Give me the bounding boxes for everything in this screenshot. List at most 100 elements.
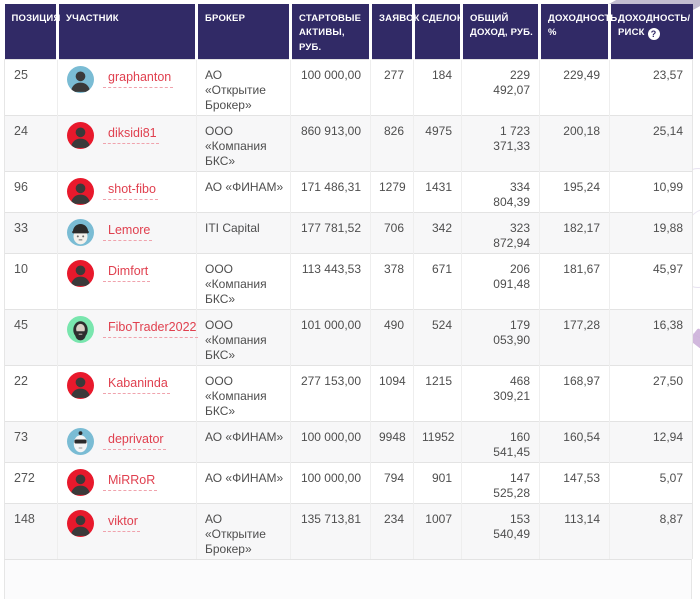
avatar-robot-blue-icon[interactable]	[67, 427, 94, 455]
cell-total_income: 468 309,21	[461, 364, 540, 422]
column-header-label: ЗАЯВОК	[379, 13, 420, 24]
cell-broker: ООО «Компания БКС»	[196, 252, 291, 310]
cell-start_assets: 100 000,00	[290, 461, 371, 504]
column-header-broker[interactable]: БРОКЕР	[195, 4, 291, 60]
participants-table: ПОЗИЦИЯ УЧАСТНИК БРОКЕР СТАРТОВЫЕ АКТИВЫ, Р…	[4, 4, 693, 559]
cell-yield_risk: 16,38	[609, 308, 693, 366]
avatar-person-red-icon[interactable]	[67, 177, 94, 205]
cell-position: 25	[4, 58, 58, 116]
cell-yield_pct: 195,24	[539, 170, 610, 213]
cell-total_income: 206 091,48	[461, 252, 540, 310]
column-header-yield_risk[interactable]: ДОХОДНОСТЬ/ РИСК?	[608, 4, 693, 60]
cell-trades: 524	[413, 308, 462, 366]
avatar-person-beard-green-icon[interactable]	[67, 315, 94, 343]
cell-participant: shot-fibo	[57, 170, 197, 213]
participant-link[interactable]: Lemore	[103, 223, 153, 242]
participant-link[interactable]: Dimfort	[103, 264, 151, 283]
cell-broker: ООО «Компания БКС»	[196, 308, 291, 366]
cell-position: 148	[4, 502, 58, 559]
column-header-orders[interactable]: ЗАЯВОК	[369, 4, 419, 60]
column-header-total_income[interactable]: ОБЩИЙ ДОХОД, РУБ.	[460, 4, 540, 60]
cell-start_assets: 135 713,81	[290, 502, 371, 559]
cell-broker: АО «Открытие Брокер»	[196, 502, 291, 559]
column-header-trades[interactable]: СДЕЛОК	[412, 4, 463, 60]
cell-position: 45	[4, 308, 58, 366]
avatar-person-red-icon[interactable]	[67, 259, 94, 287]
cell-yield_pct: 200,18	[539, 114, 610, 172]
cell-broker: АО «Открытие Брокер»	[196, 58, 291, 116]
cell-participant: FiboTrader2022	[57, 308, 199, 366]
avatar-person-red-icon[interactable]	[67, 509, 94, 537]
cell-position: 22	[4, 364, 58, 422]
participant-link[interactable]: Kabaninda	[103, 376, 170, 395]
cell-total_income: 147 525,28	[461, 461, 540, 504]
cell-orders: 277	[370, 58, 414, 116]
cell-yield_pct: 177,28	[539, 308, 610, 366]
cell-position: 33	[4, 211, 58, 254]
avatar-person-red-icon[interactable]	[67, 121, 94, 149]
table-header: ПОЗИЦИЯ УЧАСТНИК БРОКЕР СТАРТОВЫЕ АКТИВЫ, Р…	[4, 4, 693, 60]
column-header-yield_pct[interactable]: ДОХОДНОСТЬ, %	[538, 4, 620, 60]
cell-yield_risk: 23,57	[609, 58, 693, 116]
cell-start_assets: 277 153,00	[290, 364, 371, 422]
cell-yield_risk: 19,88	[609, 211, 693, 254]
cell-total_income: 179 053,90	[461, 308, 540, 366]
table-row: 33 Lemore ITI Capital 177 781,52 706 342 323 8…	[4, 211, 693, 254]
table-body: 25 graphanton АО «Открытие Брокер» 100 000,…	[4, 58, 693, 559]
cell-position: 73	[4, 420, 58, 463]
participant-link[interactable]: deprivator	[103, 432, 166, 451]
cell-yield_risk: 12,94	[609, 420, 693, 463]
participant-link[interactable]: viktor	[103, 514, 140, 533]
participant-link[interactable]: diksidi81	[103, 126, 159, 145]
cell-trades: 11952	[413, 420, 462, 463]
cell-orders: 490	[370, 308, 414, 366]
cell-yield_risk: 27,50	[609, 364, 693, 422]
cell-orders: 378	[370, 252, 414, 310]
cell-start_assets: 177 781,52	[290, 211, 371, 254]
participant-link[interactable]: FiboTrader2022	[103, 320, 199, 339]
column-header-label: ОБЩИЙ ДОХОД, РУБ.	[470, 13, 533, 39]
cell-yield_pct: 160,54	[539, 420, 610, 463]
table-row: 24 diksidi81 ООО «Компания БКС» 860 913,00 8…	[4, 114, 693, 172]
header-row: ПОЗИЦИЯ УЧАСТНИК БРОКЕР СТАРТОВЫЕ АКТИВЫ, Р…	[4, 4, 693, 60]
table-row: 73 deprivator АО «ФИНАМ» 100 000,00 9948 1195…	[4, 420, 693, 463]
table-row: 45 FiboTrader2022 ООО «Компания БКС» 101 00…	[4, 308, 693, 366]
avatar-person-red-icon[interactable]	[67, 468, 94, 496]
cell-participant: Kabaninda	[57, 364, 197, 422]
cell-yield_risk: 5,07	[609, 461, 693, 504]
column-header-start_assets[interactable]: СТАРТОВЫЕ АКТИВЫ, РУБ.	[289, 4, 371, 60]
column-header-label: ПОЗИЦИЯ	[11, 13, 61, 24]
cell-start_assets: 100 000,00	[290, 420, 371, 463]
cell-broker: ООО «Компания БКС»	[196, 114, 291, 172]
column-header-label: СДЕЛОК	[422, 13, 463, 24]
leaderboard-table: ПОЗИЦИЯ УЧАСТНИК БРОКЕР СТАРТОВЫЕ АКТИВЫ, Р…	[4, 4, 693, 599]
cell-start_assets: 100 000,00	[290, 58, 371, 116]
cell-total_income: 323 872,94	[461, 211, 540, 254]
cell-orders: 826	[370, 114, 414, 172]
table-row: 22 Kabaninda ООО «Компания БКС» 277 153,00 1…	[4, 364, 693, 422]
cell-trades: 184	[413, 58, 462, 116]
column-header-label: УЧАСТНИК	[66, 13, 119, 24]
cell-participant: Lemore	[57, 211, 197, 254]
cell-position: 96	[4, 170, 58, 213]
column-header-position[interactable]: ПОЗИЦИЯ	[4, 4, 61, 60]
table-row: 25 graphanton АО «Открытие Брокер» 100 000,…	[4, 58, 693, 116]
participant-link[interactable]: graphanton	[103, 70, 174, 89]
cell-participant: Dimfort	[57, 252, 197, 310]
column-header-participant[interactable]: УЧАСТНИК	[56, 4, 197, 60]
info-icon[interactable]: ?	[647, 28, 660, 41]
cell-total_income: 1 723 371,33	[461, 114, 540, 172]
avatar-person-red-icon[interactable]	[67, 371, 94, 399]
cell-trades: 1431	[413, 170, 462, 213]
cell-start_assets: 171 486,31	[290, 170, 371, 213]
cell-trades: 671	[413, 252, 462, 310]
cell-total_income: 229 492,07	[461, 58, 540, 116]
participant-link[interactable]: shot-fibo	[103, 182, 158, 201]
participant-link[interactable]: MiRRoR	[103, 473, 158, 492]
avatar-person-blue-icon[interactable]	[67, 65, 94, 93]
table-row: 96 shot-fibo АО «ФИНАМ» 171 486,31 1279 1431 3…	[4, 170, 693, 213]
table-row: 148 viktor АО «Открытие Брокер» 135 713,81 2…	[4, 502, 693, 559]
cell-trades: 342	[413, 211, 462, 254]
avatar-person-helmet-blue-icon[interactable]	[67, 218, 94, 246]
column-header-label: СТАРТОВЫЕ АКТИВЫ, РУБ.	[299, 13, 362, 53]
